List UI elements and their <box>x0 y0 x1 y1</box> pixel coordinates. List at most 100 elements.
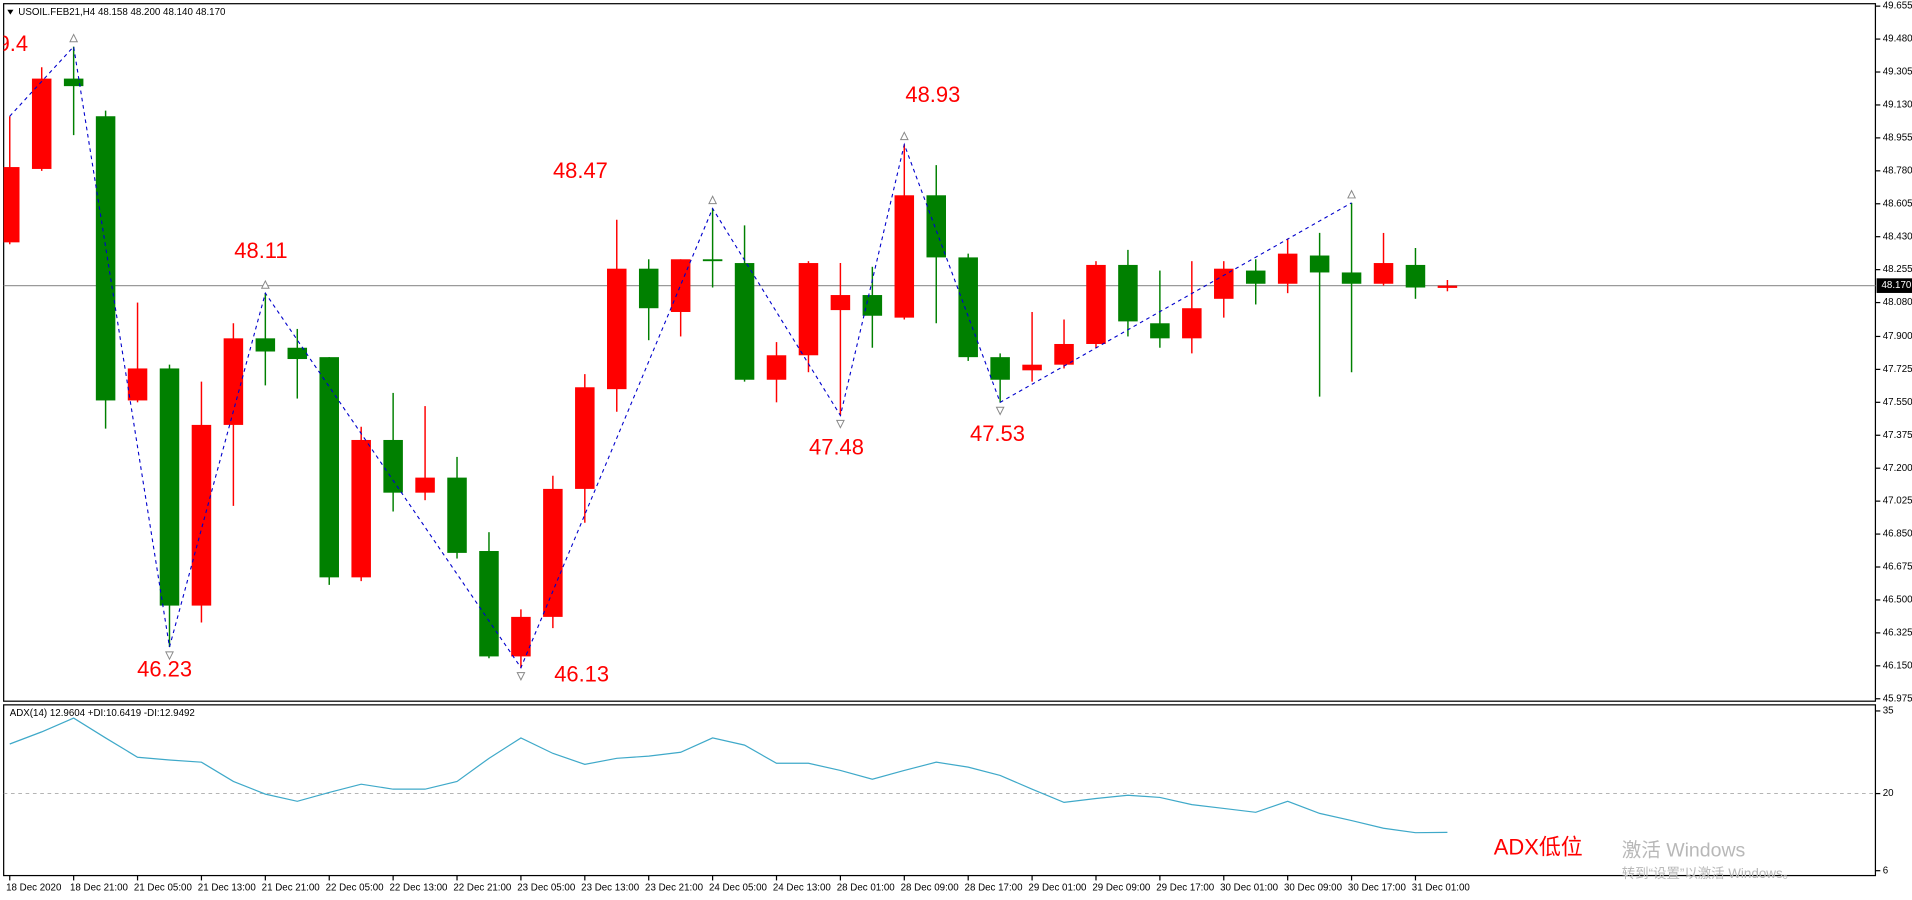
pivot-arrow <box>708 195 718 205</box>
pivot-annotation: 46.13 <box>554 661 609 686</box>
pivot-annotation: 48.93 <box>905 82 960 107</box>
y-tick-label: 47.550 <box>1883 397 1912 408</box>
watermark-title: 激活 Windows <box>1622 839 1746 861</box>
y-tick-label: 46.500 <box>1883 595 1912 606</box>
x-tick-label: 18 Dec 2020 <box>6 882 62 893</box>
candle-body <box>766 355 787 380</box>
pivot-arrow <box>165 651 174 661</box>
pivot-annotation: 48.11 <box>234 238 287 263</box>
candle-body <box>1309 255 1330 273</box>
pivot-arrow <box>995 406 1005 416</box>
pivot-arrow <box>899 131 909 141</box>
candle-body <box>1086 264 1106 344</box>
main-plot: 9.4 46.23 48.11 46.13 48.47 47.48 48.93 47.53 <box>0 31 1876 686</box>
quote-high: 48.200 <box>131 7 161 18</box>
y-tick-label: 49.305 <box>1883 67 1912 78</box>
candle-body <box>63 78 84 87</box>
x-tick-label: 22 Dec 13:00 <box>389 882 448 893</box>
y-tick-label: 48.780 <box>1883 165 1912 176</box>
candle-body <box>1277 253 1298 284</box>
pivot-annotation: 47.48 <box>809 435 864 460</box>
y-tick-label: 48.430 <box>1883 231 1912 242</box>
x-tick-label: 31 Dec 01:00 <box>1412 882 1471 893</box>
pivot-annotation: 47.53 <box>970 421 1025 446</box>
pivot-annotation: 9.4 <box>0 31 28 56</box>
y-tick-label: 20 <box>1883 788 1894 799</box>
y-tick-label: 46.150 <box>1883 660 1912 671</box>
x-tick-label: 29 Dec 17:00 <box>1156 882 1215 893</box>
candle-body <box>1245 270 1266 284</box>
candle-body <box>575 387 595 489</box>
adx-plot <box>3 717 1876 834</box>
y-tick-label: 6 <box>1883 865 1888 876</box>
pivot-arrow <box>1347 189 1357 199</box>
y-tick-label: 46.675 <box>1883 562 1912 573</box>
candle-body <box>255 338 276 352</box>
y-tick-label: 48.255 <box>1883 264 1912 275</box>
x-tick-label: 22 Dec 05:00 <box>326 882 385 893</box>
quote-open: 48.158 <box>98 7 128 18</box>
x-tick-label: 21 Dec 05:00 <box>134 882 193 893</box>
candle-body <box>1022 364 1042 371</box>
candle-body <box>1373 263 1394 284</box>
candle-body <box>1182 308 1202 339</box>
y-tick-label: 48.955 <box>1883 132 1912 143</box>
x-tick-label: 23 Dec 13:00 <box>581 882 640 893</box>
candle-body <box>1150 323 1170 339</box>
candle-body <box>159 368 180 606</box>
candle-body <box>95 116 116 401</box>
candle-body <box>223 338 244 425</box>
candle-body <box>990 357 1010 380</box>
candle-body <box>830 295 851 311</box>
candle-body <box>31 78 52 169</box>
price-tag <box>1876 278 1912 293</box>
y-tick-label: 47.900 <box>1883 331 1912 342</box>
x-tick-label: 29 Dec 09:00 <box>1092 882 1151 893</box>
candle-body <box>670 259 691 312</box>
candle-body <box>638 268 659 309</box>
y-tick-label: 46.325 <box>1883 627 1912 638</box>
candle-body <box>1054 343 1074 365</box>
candle-body <box>958 257 978 358</box>
pivot-arrow <box>260 279 270 289</box>
y-tick-label: 47.725 <box>1883 364 1912 375</box>
x-tick-label: 28 Dec 01:00 <box>837 882 896 893</box>
x-tick-label: 30 Dec 17:00 <box>1348 882 1407 893</box>
x-tick-label: 30 Dec 09:00 <box>1284 882 1343 893</box>
x-tick-label: 28 Dec 09:00 <box>901 882 960 893</box>
candle-body <box>447 477 467 553</box>
candle-body <box>383 439 403 493</box>
watermark-subtitle: 转到“设置”以激活 Windows。 <box>1622 866 1796 881</box>
y-tick-label: 48.605 <box>1883 198 1912 209</box>
candle-body <box>511 616 531 657</box>
candle-body <box>702 259 723 262</box>
zigzag <box>9 45 1352 669</box>
candle-body <box>862 295 883 316</box>
y-tick-label: 49.480 <box>1883 34 1912 45</box>
candle-body <box>127 368 148 401</box>
y-tick-label: 46.850 <box>1883 529 1912 540</box>
adx-line <box>9 717 1448 834</box>
main-frame <box>3 3 1877 702</box>
quote-close: 48.170 <box>196 7 226 18</box>
candle-body <box>894 195 915 318</box>
x-tick-label: 23 Dec 05:00 <box>517 882 576 893</box>
candle-body <box>3 167 20 243</box>
adx-annotation: ADX低位 <box>1494 835 1583 860</box>
candle-body <box>543 488 563 617</box>
x-tick-label: 30 Dec 01:00 <box>1220 882 1279 893</box>
x-tick-label: 18 Dec 21:00 <box>70 882 129 893</box>
symbol: USOIL.FEB21,H4 <box>18 7 96 18</box>
candle-body <box>734 263 755 380</box>
adx-title: ADX(14) 12.9604 +DI:10.6419 -DI:12.9492 <box>10 708 195 719</box>
axes: 45.975 46.150 46.325 46.500 46.675 46.850 47.0… <box>6 1 1912 893</box>
pivot-arrow <box>516 672 526 681</box>
x-tick-label: 29 Dec 01:00 <box>1028 882 1087 893</box>
y-tick-label: 35 <box>1883 706 1894 717</box>
menu-arrow <box>7 9 14 15</box>
pivot-annotation: 46.23 <box>137 657 192 682</box>
x-tick-label: 21 Dec 13:00 <box>198 882 257 893</box>
